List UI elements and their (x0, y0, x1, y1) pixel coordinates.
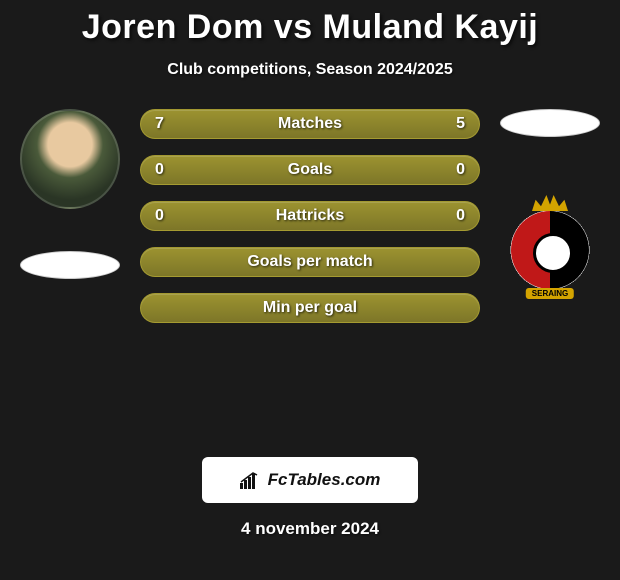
date-text: 4 november 2024 (0, 519, 620, 539)
stat-right-value: 0 (456, 161, 465, 179)
crown-icon (532, 195, 568, 211)
stat-left-value: 7 (155, 115, 164, 133)
stat-row-min-per-goal: Min per goal (140, 293, 480, 323)
brand-text: FcTables.com (268, 470, 381, 490)
stat-row-goals-per-match: Goals per match (140, 247, 480, 277)
stat-right-value: 0 (456, 207, 465, 225)
club-name-badge: SERAING (526, 288, 574, 299)
comparison-card: Joren Dom vs Muland Kayij Club competiti… (0, 0, 620, 539)
stat-right-value: 5 (456, 115, 465, 133)
left-player-column (10, 109, 130, 279)
stat-row-matches: 7 Matches 5 (140, 109, 480, 139)
stat-label: Goals (288, 161, 332, 179)
right-club-logo: SERAING (505, 205, 595, 295)
comparison-content: SERAING 7 Matches 5 0 Goals 0 0 Hattrick… (0, 109, 620, 449)
stats-list: 7 Matches 5 0 Goals 0 0 Hattricks 0 Goal… (140, 109, 480, 323)
brand-badge: FcTables.com (202, 457, 418, 503)
season-subtitle: Club competitions, Season 2024/2025 (0, 61, 620, 79)
bar-chart-icon (240, 471, 262, 489)
stat-label: Min per goal (263, 299, 357, 317)
stat-row-hattricks: 0 Hattricks 0 (140, 201, 480, 231)
right-player-column: SERAING (490, 109, 610, 295)
left-player-photo (20, 109, 120, 209)
stat-left-value: 0 (155, 207, 164, 225)
right-player-photo-placeholder (500, 109, 600, 137)
page-title: Joren Dom vs Muland Kayij (0, 8, 620, 47)
stat-label: Goals per match (247, 253, 372, 271)
stat-row-goals: 0 Goals 0 (140, 155, 480, 185)
left-club-logo-placeholder (20, 251, 120, 279)
stat-label: Matches (278, 115, 342, 133)
stat-left-value: 0 (155, 161, 164, 179)
stat-label: Hattricks (276, 207, 344, 225)
